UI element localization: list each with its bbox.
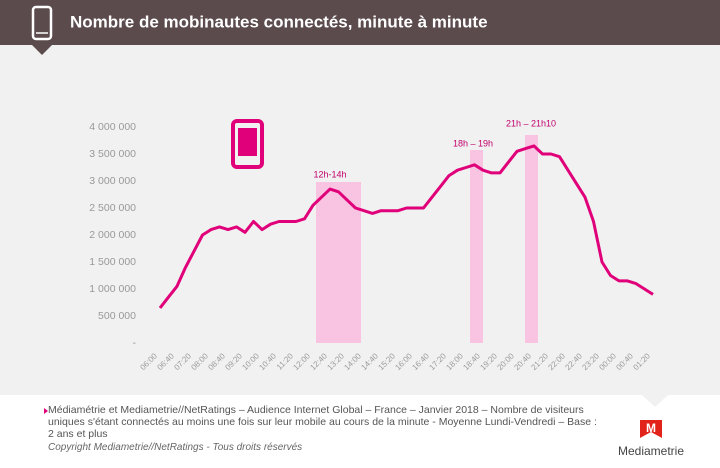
y-tick-label: 4 000 000 — [89, 121, 136, 133]
y-tick-label: 500 000 — [98, 310, 136, 322]
y-tick-label: 3 500 000 — [89, 148, 136, 160]
y-tick-label: 2 500 000 — [89, 202, 136, 214]
data-line — [158, 144, 654, 309]
logo-text: Mediametrie — [618, 444, 684, 458]
highlight-band — [470, 150, 483, 343]
logo-mark — [640, 420, 662, 438]
highlight-band — [525, 135, 538, 343]
y-tick-label: 1 000 000 — [89, 283, 136, 295]
y-tick-label: 3 000 000 — [89, 175, 136, 187]
header — [0, 0, 720, 45]
band-label: 18h – 19h — [453, 138, 493, 148]
header-pointer — [32, 45, 52, 55]
y-tick-label: - — [133, 337, 137, 349]
highlight-band — [316, 182, 361, 343]
copyright: Copyright Mediametrie//NetRatings - Tous… — [48, 442, 303, 453]
band-label: 12h-14h — [313, 169, 346, 179]
phone-icon — [231, 119, 264, 169]
bullet — [44, 408, 48, 414]
chart-title: Nombre de mobinautes connectés, minute à… — [70, 12, 488, 31]
logo-letter: M — [646, 421, 656, 435]
band-label: 21h – 21h10 — [506, 118, 556, 128]
y-tick-label: 2 000 000 — [89, 229, 136, 241]
source-note: Médiamétrie et Mediametrie//NetRatings –… — [48, 404, 597, 440]
y-tick-label: 1 500 000 — [89, 256, 136, 268]
header-phone-icon — [31, 5, 53, 41]
pointer — [642, 395, 668, 407]
